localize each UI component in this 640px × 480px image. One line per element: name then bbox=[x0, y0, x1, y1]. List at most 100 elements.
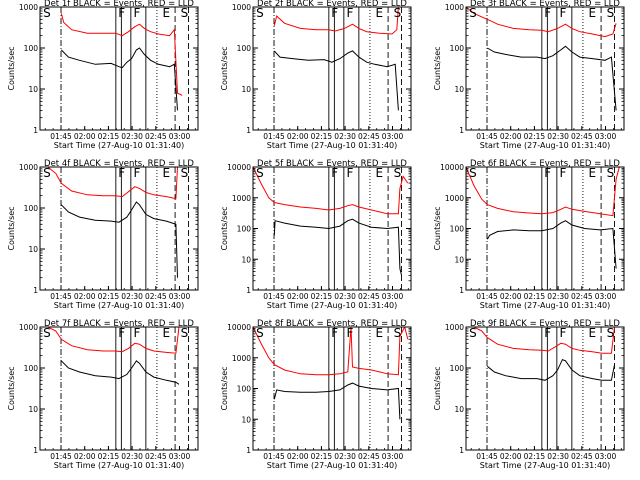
x-tick-label: 02:45 bbox=[571, 452, 593, 461]
x-tick-label: 02:30 bbox=[547, 292, 569, 301]
x-tick-label: 01:45 bbox=[50, 132, 72, 141]
interval-marker-3: F bbox=[560, 326, 567, 340]
y-axis-label: Counts/sec bbox=[7, 206, 16, 250]
x-tick-label: 02:30 bbox=[547, 452, 569, 461]
y-axis-label: Counts/sec bbox=[7, 366, 16, 410]
interval-marker-1: S bbox=[43, 6, 51, 20]
x-tick-label: 03:00 bbox=[595, 452, 617, 461]
x-tick-label: 01:45 bbox=[263, 132, 285, 141]
x-tick-label: 02:30 bbox=[334, 132, 356, 141]
x-tick-label: 02:45 bbox=[358, 452, 380, 461]
panel-title: Det 2f BLACK = Events, RED = LLD bbox=[257, 0, 407, 9]
lld-series-line bbox=[466, 167, 620, 217]
x-tick-label: 02:30 bbox=[547, 132, 569, 141]
interval-marker-2: F bbox=[544, 326, 551, 340]
x-tick-label: 02:15 bbox=[524, 452, 546, 461]
y-tick-label: 1 bbox=[33, 446, 38, 455]
x-tick-label: 02:45 bbox=[145, 292, 167, 301]
x-tick-label: 01:45 bbox=[263, 452, 285, 461]
plot-frame bbox=[39, 6, 199, 131]
y-tick-label: 1 bbox=[459, 446, 464, 455]
y-tick-label: 1000 bbox=[445, 194, 464, 203]
x-tick-label: 03:00 bbox=[169, 452, 191, 461]
x-tick-label: 03:00 bbox=[382, 132, 404, 141]
panel-title: Det 4f BLACK = Events, RED = LLD bbox=[44, 159, 194, 169]
interval-marker-3: F bbox=[347, 166, 354, 180]
lld-series-line bbox=[273, 7, 402, 35]
x-tick-label: 02:00 bbox=[74, 132, 96, 141]
panel-title: Det 5f BLACK = Events, RED = LLD bbox=[257, 159, 407, 169]
y-tick-label: 10 bbox=[28, 405, 38, 414]
interval-marker-3: F bbox=[134, 166, 141, 180]
y-axis-label: Counts/sec bbox=[433, 366, 442, 410]
lld-series-line bbox=[47, 167, 178, 200]
y-tick-label: 10 bbox=[241, 415, 251, 424]
x-tick-label: 02:45 bbox=[358, 132, 380, 141]
x-tick-label: 02:15 bbox=[524, 132, 546, 141]
y-tick-label: 1 bbox=[246, 286, 251, 295]
y-tick-label: 10 bbox=[28, 85, 38, 94]
y-tick-label: 1 bbox=[33, 286, 38, 295]
x-tick-label: 01:45 bbox=[476, 132, 498, 141]
interval-marker-4: E bbox=[375, 6, 383, 20]
y-tick-label: 10000 bbox=[440, 163, 464, 172]
interval-marker-2: F bbox=[544, 6, 551, 20]
events-series-line bbox=[273, 218, 402, 276]
interval-marker-1: S bbox=[469, 6, 477, 20]
y-tick-label: 1 bbox=[33, 126, 38, 135]
panel-title: Det 8f BLACK = Events, RED = LLD bbox=[257, 319, 407, 329]
y-axis-label: Counts/sec bbox=[433, 46, 442, 90]
interval-marker-5: S bbox=[394, 166, 402, 180]
y-tick-label: 1 bbox=[246, 126, 251, 135]
x-tick-label: 02:15 bbox=[524, 292, 546, 301]
y-tick-label: 100 bbox=[450, 364, 465, 373]
panel-title: Det 1f BLACK = Events, RED = LLD bbox=[44, 0, 194, 9]
panel-title: Det 9f BLACK = Events, RED = LLD bbox=[470, 319, 620, 329]
y-tick-label: 100 bbox=[450, 225, 465, 234]
x-tick-label: 02:30 bbox=[334, 292, 356, 301]
x-tick-label: 03:00 bbox=[169, 292, 191, 301]
interval-marker-5: S bbox=[394, 6, 402, 20]
y-tick-label: 1000 bbox=[445, 3, 464, 12]
interval-marker-4: E bbox=[588, 326, 596, 340]
y-tick-label: 100 bbox=[237, 44, 252, 53]
events-series-line bbox=[273, 50, 399, 111]
x-axis-label: Start Time (27-Aug-10 01:31:40) bbox=[480, 301, 611, 310]
y-tick-label: 10 bbox=[241, 255, 251, 264]
x-tick-label: 03:00 bbox=[595, 132, 617, 141]
interval-marker-1: S bbox=[43, 326, 51, 340]
x-tick-label: 02:45 bbox=[571, 132, 593, 141]
interval-marker-5: S bbox=[181, 166, 189, 180]
interval-marker-4: E bbox=[375, 166, 383, 180]
events-series-line bbox=[273, 382, 401, 420]
interval-marker-3: F bbox=[560, 6, 567, 20]
panel-title: Det 3f BLACK = Events, RED = LLD bbox=[470, 0, 620, 9]
y-tick-label: 100 bbox=[24, 44, 39, 53]
plot-frame bbox=[39, 326, 199, 451]
x-axis-label: Start Time (27-Aug-10 01:31:40) bbox=[54, 461, 185, 470]
interval-marker-2: F bbox=[331, 326, 338, 340]
events-series-line bbox=[487, 45, 617, 111]
x-tick-label: 02:00 bbox=[287, 452, 309, 461]
interval-marker-4: E bbox=[588, 166, 596, 180]
x-tick-label: 02:30 bbox=[334, 452, 356, 461]
x-tick-label: 01:45 bbox=[50, 452, 72, 461]
x-tick-label: 02:45 bbox=[571, 292, 593, 301]
interval-marker-5: S bbox=[394, 326, 402, 340]
x-axis-label: Start Time (27-Aug-10 01:31:40) bbox=[480, 141, 611, 150]
y-tick-label: 1 bbox=[246, 446, 251, 455]
y-axis-label: Counts/sec bbox=[433, 206, 442, 250]
plot-frame bbox=[252, 6, 412, 131]
interval-marker-5: S bbox=[181, 6, 189, 20]
x-tick-label: 03:00 bbox=[382, 452, 404, 461]
interval-marker-2: F bbox=[544, 166, 551, 180]
lld-series-line bbox=[253, 327, 409, 376]
x-axis-label: Start Time (27-Aug-10 01:31:40) bbox=[267, 461, 398, 470]
interval-marker-2: F bbox=[118, 6, 125, 20]
y-axis-label: Counts/sec bbox=[7, 46, 16, 90]
y-tick-label: 10 bbox=[454, 255, 464, 264]
